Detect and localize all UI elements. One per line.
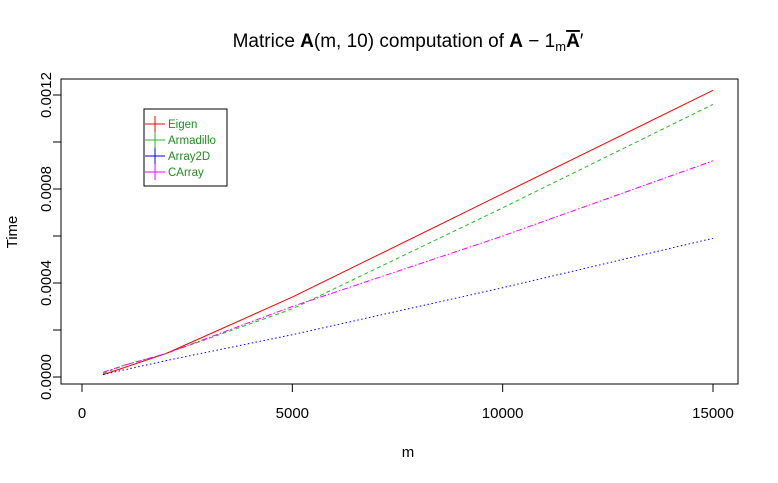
series-line-array2d (102, 237, 714, 376)
legend: Eigen Armadillo Array2D CArray (143, 108, 228, 187)
title-args: (m, 10) (314, 31, 374, 52)
x-tick-label: 5000 (276, 405, 309, 422)
y-tick-label: 0.0008 (38, 166, 55, 212)
y-tick-label: 0.0004 (38, 260, 55, 306)
title-bold-a2: A (509, 31, 523, 52)
legend-box (143, 108, 228, 187)
x-axis-label: m (402, 444, 415, 461)
x-tick-label: 0 (78, 405, 86, 422)
y-axis-label: Time (4, 216, 21, 249)
series-line-armadillo (102, 103, 714, 374)
chart-title: Matrice A(m, 10) computation of A − 1mA′ (233, 31, 584, 54)
axes: 0 5000 10000 15000 0.0000 0.0004 0.0008 0.0012 (38, 72, 734, 422)
series-line-eigen (102, 89, 714, 376)
legend-label-armadillo: Armadillo (168, 135, 216, 147)
y-tick-label: 0.0012 (38, 72, 55, 118)
legend-label-carray: CArray (168, 167, 204, 179)
title-middle: computation of (374, 31, 509, 52)
title-prefix: Matrice (233, 31, 301, 52)
title-sub-m: m (555, 39, 566, 54)
series-lines (102, 89, 714, 376)
title-minus: − 1 (523, 31, 555, 52)
legend-label-eigen: Eigen (168, 119, 197, 131)
x-tick-label: 10000 (482, 405, 524, 422)
title-bold-a: A (300, 31, 314, 52)
y-tick-label: 0.0000 (38, 354, 55, 400)
legend-label-array2d: Array2D (168, 151, 210, 163)
title-bold-abar: A (566, 31, 580, 52)
x-tick-label: 15000 (692, 405, 734, 422)
title-prime: ′ (580, 31, 584, 52)
